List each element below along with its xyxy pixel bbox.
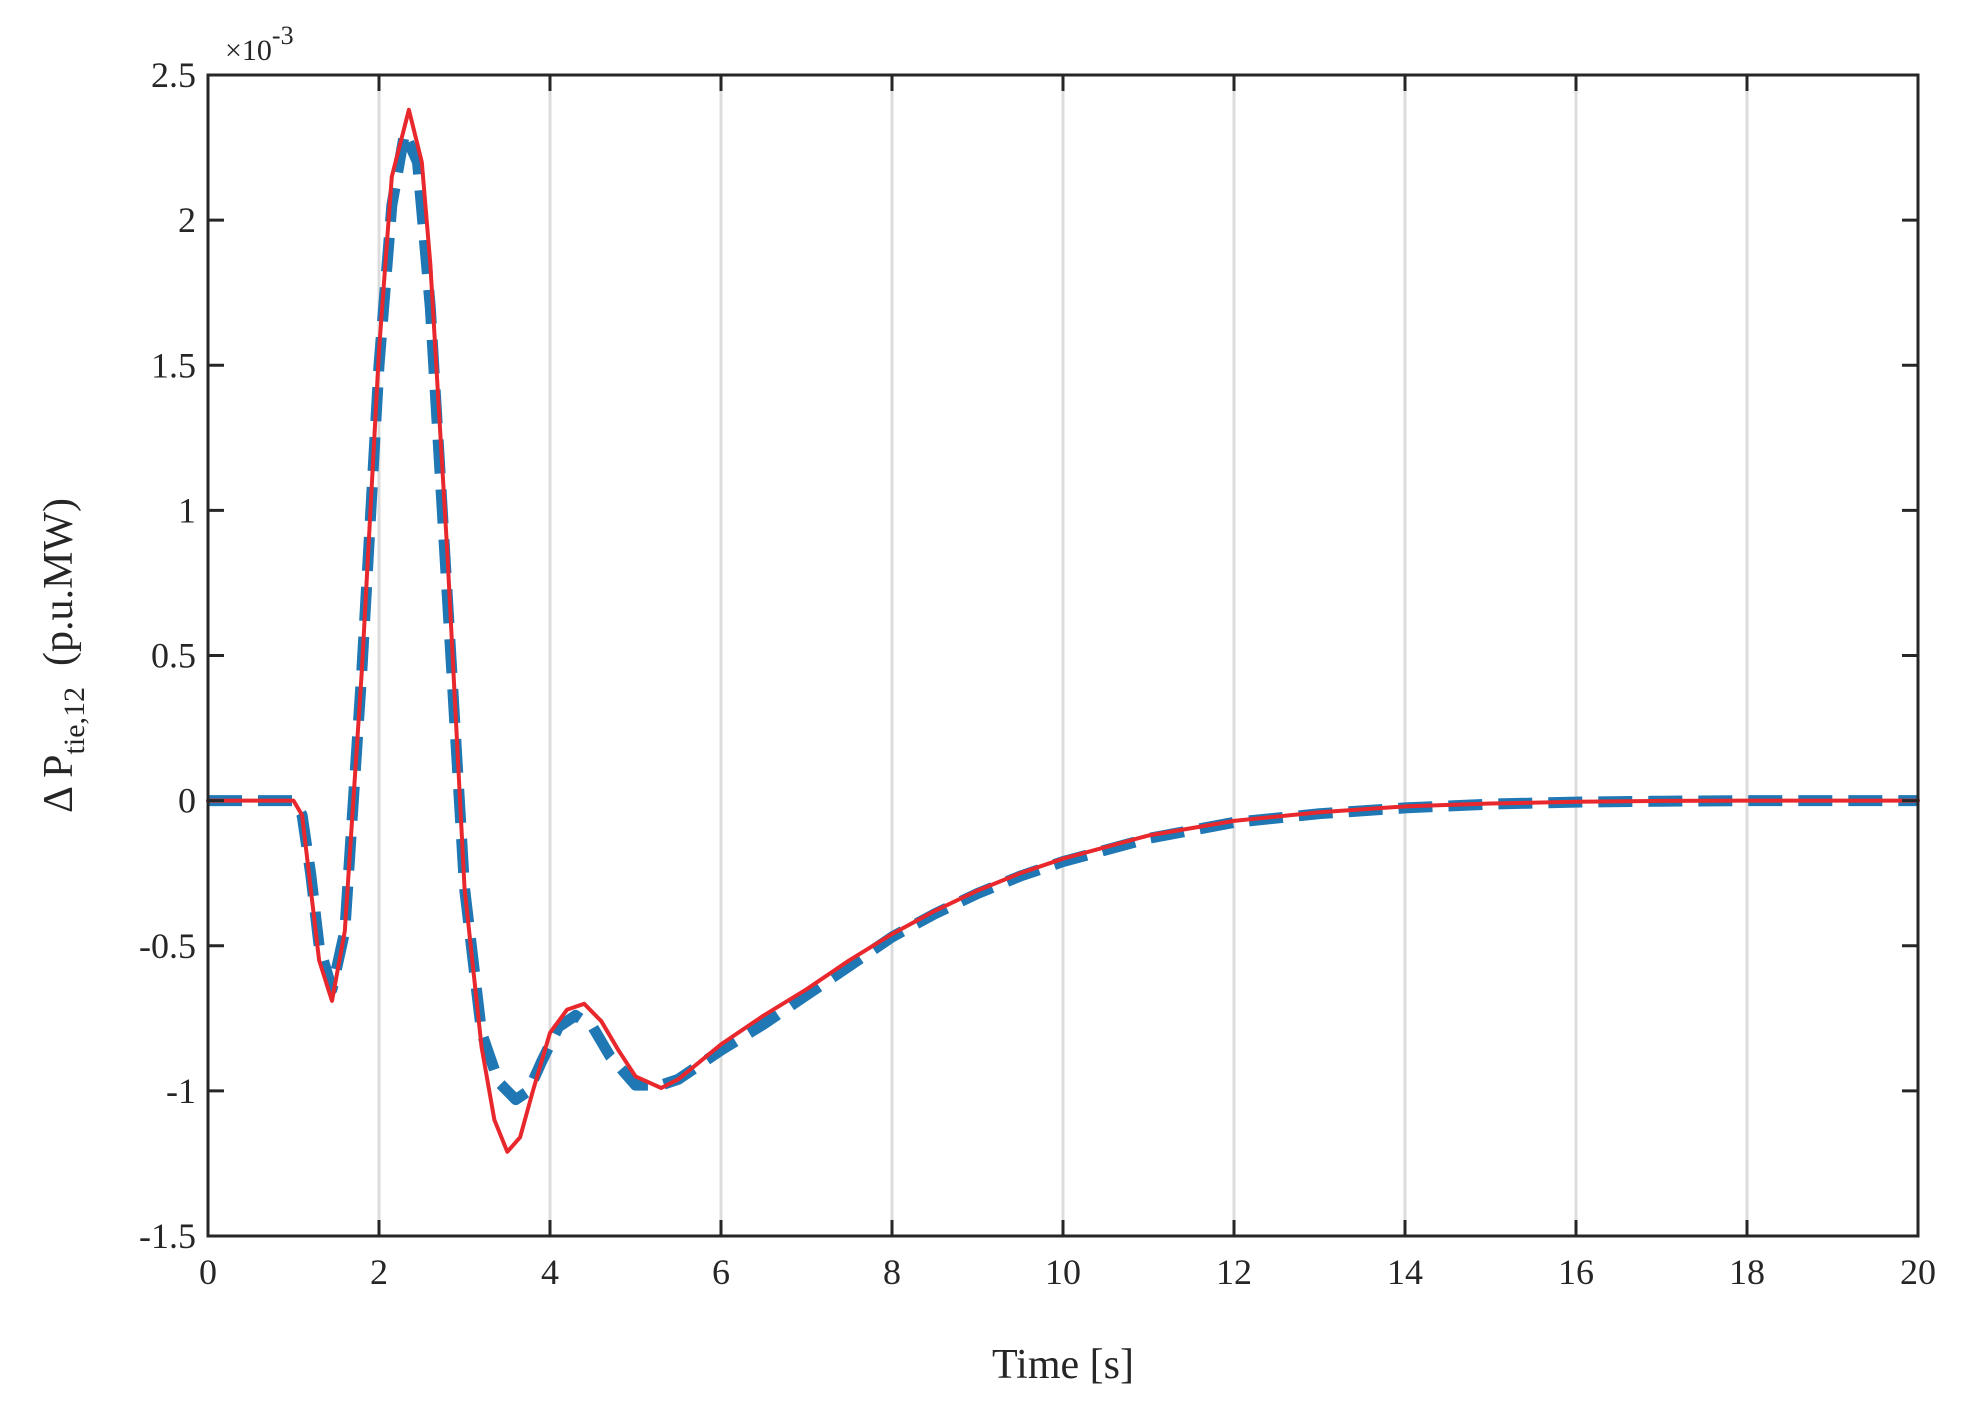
ticks [206,73,1920,1238]
x-axis-label: Time [s] [992,1342,1134,1388]
y-tick-label: -1 [166,1071,196,1111]
y-tick-label: -1.5 [139,1216,196,1256]
x-tick-label: 14 [1387,1252,1423,1292]
x-tick-label: 8 [883,1252,901,1292]
y-tick-label: -0.5 [139,926,196,966]
y-tick-label: 1.5 [151,345,196,385]
y-tick-label: 2.5 [151,55,196,95]
y-axis-label-unit: (p.u.MW) [36,498,82,666]
y-tick-label: 2 [178,200,196,240]
y-axis-label-prefix: Δ P [36,754,82,813]
series-group [206,107,1920,1154]
y-axis-label-subscript: tie,12 [58,687,91,755]
x-tick-label: 4 [541,1252,559,1292]
x-tick-label: 18 [1729,1252,1765,1292]
y-exponent-label: ×10-3 [225,21,294,67]
x-tick-label: 6 [712,1252,730,1292]
x-tick-label: 16 [1558,1252,1594,1292]
x-tick-label: 0 [199,1252,217,1292]
y-tick-label: 0.5 [151,636,196,676]
x-tick-label: 20 [1900,1252,1936,1292]
y-axis-label-spacer [36,666,82,687]
x-tick-labels: 0 2 4 6 8 10 12 14 16 18 20 [199,1252,1936,1292]
series-line-2 [206,107,1920,1154]
svg-text:Δ Ptie,12 (p.u.MW): Δ Ptie,12 (p.u.MW) [36,498,91,813]
x-tick-label: 12 [1216,1252,1252,1292]
y-tick-labels: -1.5 -1 -0.5 0 0.5 1 1.5 2 2.5 [139,55,196,1256]
grid-lines [377,75,1749,1236]
y-axis-label: Δ Ptie,12 (p.u.MW) [36,498,91,813]
y-tick-label: 0 [178,781,196,821]
x-tick-label: 2 [370,1252,388,1292]
y-tick-label: 1 [178,490,196,530]
y-exponent-power: -3 [272,21,294,50]
x-tick-label: 10 [1045,1252,1081,1292]
y-exponent-base: ×10 [225,34,272,67]
